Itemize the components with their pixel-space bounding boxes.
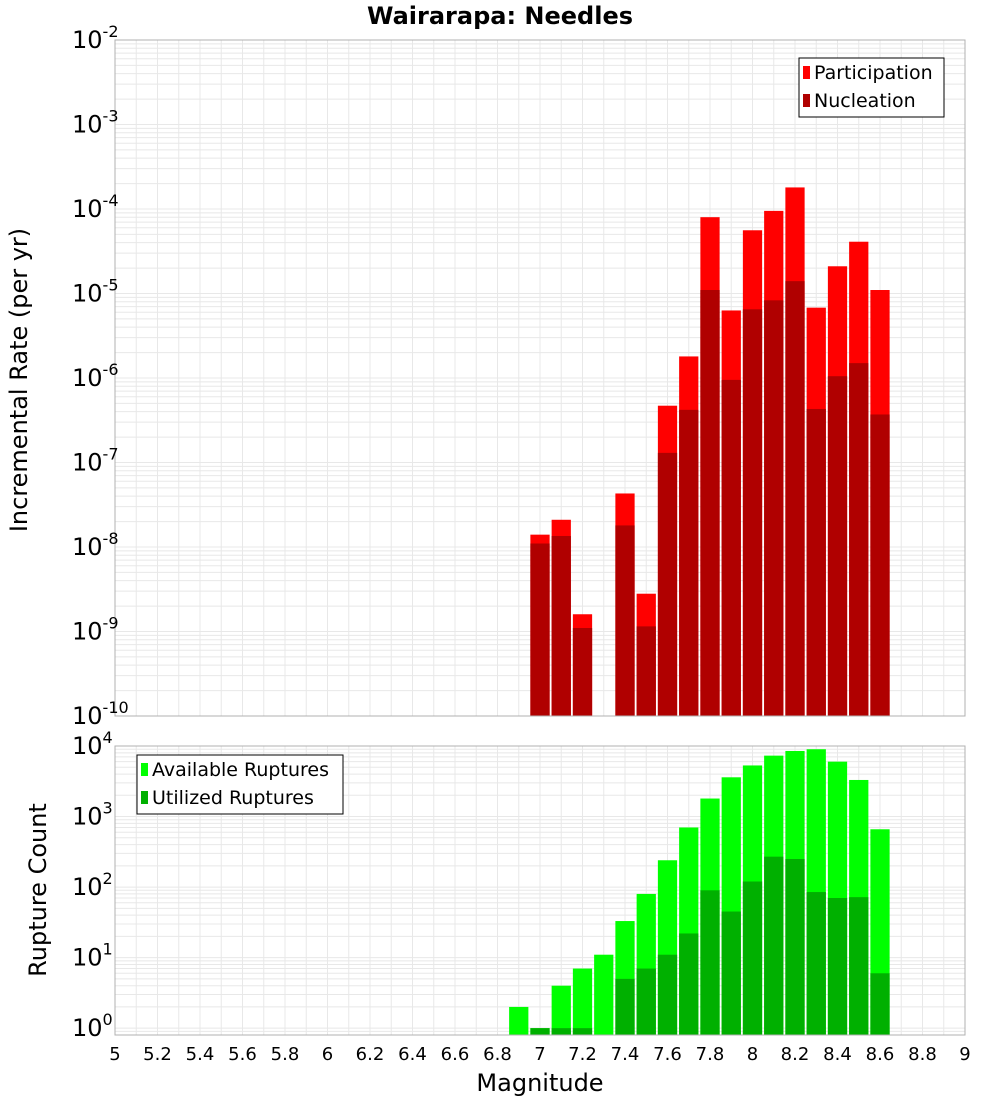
y-tick-label: 10-9 <box>72 614 119 646</box>
x-tick-label: 7.4 <box>611 1044 640 1065</box>
top-y-axis-label: Incremental Rate (per yr) <box>5 228 33 532</box>
nucleation-bar <box>700 290 720 716</box>
rate-y-ticks: 10-10 10-9 10-8 10-7 10-6 10-5 10-4 10-3 10-2 <box>72 22 129 730</box>
utilized-bar <box>742 881 763 1035</box>
x-tick-label: 6 <box>322 1044 333 1065</box>
rate-bars <box>530 187 890 717</box>
y-tick-label: 10-10 <box>72 698 129 730</box>
utilized-bar <box>785 859 805 1035</box>
x-tick-label: 7 <box>534 1044 545 1065</box>
bottom-y-axis-label: Rupture Count <box>24 803 52 977</box>
rate-legend: Participation Nucleation <box>798 57 945 118</box>
rate-plot-frame <box>114 39 966 717</box>
chart-title: Wairarapa: Needles <box>367 2 633 30</box>
nucleation-bar <box>615 525 635 716</box>
nucleation-bar <box>785 281 805 716</box>
count-plot-frame <box>114 745 966 1036</box>
x-tick-label: 6.2 <box>356 1044 385 1065</box>
x-tick-label: 6.4 <box>398 1044 427 1065</box>
utilized-bar <box>721 911 741 1035</box>
x-axis: 5 5.2 5.4 5.6 5.8 6 6.2 6.4 6.6 6.8 7 7.2 7.4 7.6 7.8 8… <box>109 1044 970 1065</box>
nucleation-bar <box>827 376 848 716</box>
count-bars <box>509 749 890 1035</box>
nucleation-bar <box>849 363 869 716</box>
nucleation-bar <box>870 414 890 716</box>
legend-swatch <box>803 94 810 107</box>
available-bar <box>551 985 571 1035</box>
nucleation-bar <box>721 379 741 716</box>
available-bar <box>572 968 593 1035</box>
utilized-bar <box>615 978 635 1035</box>
utilized-bar <box>572 1028 593 1035</box>
x-tick-label: 5.4 <box>186 1044 215 1065</box>
nucleation-bar <box>572 628 593 716</box>
y-tick-label: 10-8 <box>72 529 119 561</box>
y-tick-label: 102 <box>72 869 113 901</box>
x-tick-label: 8.6 <box>866 1044 895 1065</box>
utilized-bar <box>764 856 784 1035</box>
nucleation-bar <box>636 626 656 716</box>
x-tick-label: 8 <box>747 1044 758 1065</box>
nucleation-bar <box>530 543 550 716</box>
legend-swatch <box>141 763 148 776</box>
utilized-bar <box>679 933 699 1035</box>
legend-box <box>136 754 344 815</box>
available-bar <box>594 954 614 1035</box>
x-tick-label: 6.6 <box>441 1044 470 1065</box>
legend-box <box>798 57 945 118</box>
rupture-count-plot: 100 101 102 103 104 Available Ruptures Utilize… <box>72 728 966 1042</box>
x-tick-label: 9 <box>959 1044 970 1065</box>
y-tick-label: 10-4 <box>72 191 119 223</box>
nucleation-bar <box>551 535 571 716</box>
legend-label: Participation <box>814 62 933 84</box>
utilized-bar <box>827 898 848 1035</box>
x-tick-label: 5.2 <box>143 1044 172 1065</box>
utilized-bar <box>870 973 890 1035</box>
y-tick-label: 104 <box>72 728 113 760</box>
count-legend: Available Ruptures Utilized Ruptures <box>136 754 344 815</box>
utilized-bar <box>657 954 678 1035</box>
legend-label: Nucleation <box>814 90 916 112</box>
x-tick-label: 7.8 <box>696 1044 725 1065</box>
utilized-bar <box>530 1028 550 1035</box>
y-tick-label: 10-7 <box>72 445 119 477</box>
legend-swatch <box>141 791 148 804</box>
nucleation-bar <box>742 309 763 716</box>
x-tick-label: 7.6 <box>653 1044 682 1065</box>
utilized-bar <box>849 897 869 1035</box>
x-tick-label: 5 <box>109 1044 120 1065</box>
x-tick-label: 6.8 <box>483 1044 512 1065</box>
x-tick-label: 8.4 <box>823 1044 852 1065</box>
available-bar <box>509 1006 529 1035</box>
legend-swatch <box>803 66 810 79</box>
count-y-ticks: 100 101 102 103 104 <box>72 728 113 1042</box>
x-tick-label: 8.2 <box>781 1044 810 1065</box>
x-tick-label: 5.6 <box>228 1044 257 1065</box>
y-tick-label: 101 <box>72 940 113 972</box>
nucleation-bar <box>657 452 678 716</box>
y-tick-label: 10-3 <box>72 107 119 139</box>
nucleation-bar <box>806 408 826 716</box>
utilized-bar <box>700 890 720 1035</box>
x-tick-label: 7.2 <box>568 1044 597 1065</box>
nucleation-bar <box>764 300 784 716</box>
y-tick-label: 10-5 <box>72 276 119 308</box>
legend-label: Utilized Ruptures <box>152 787 314 809</box>
utilized-bar <box>636 968 656 1035</box>
utilized-bar <box>806 892 826 1035</box>
legend-label: Available Ruptures <box>152 759 329 781</box>
nucleation-bar <box>679 409 699 716</box>
y-tick-label: 100 <box>72 1010 113 1042</box>
x-tick-label: 5.8 <box>271 1044 300 1065</box>
utilized-bar <box>551 1028 571 1035</box>
y-tick-label: 103 <box>72 799 113 831</box>
rate-plot: 10-10 10-9 10-8 10-7 10-6 10-5 10-4 10-3 10-2 Par… <box>72 22 966 730</box>
y-tick-label: 10-6 <box>72 360 119 392</box>
x-axis-label: Magnitude <box>476 1069 603 1097</box>
y-tick-label: 10-2 <box>72 22 119 54</box>
x-tick-label: 8.8 <box>908 1044 937 1065</box>
